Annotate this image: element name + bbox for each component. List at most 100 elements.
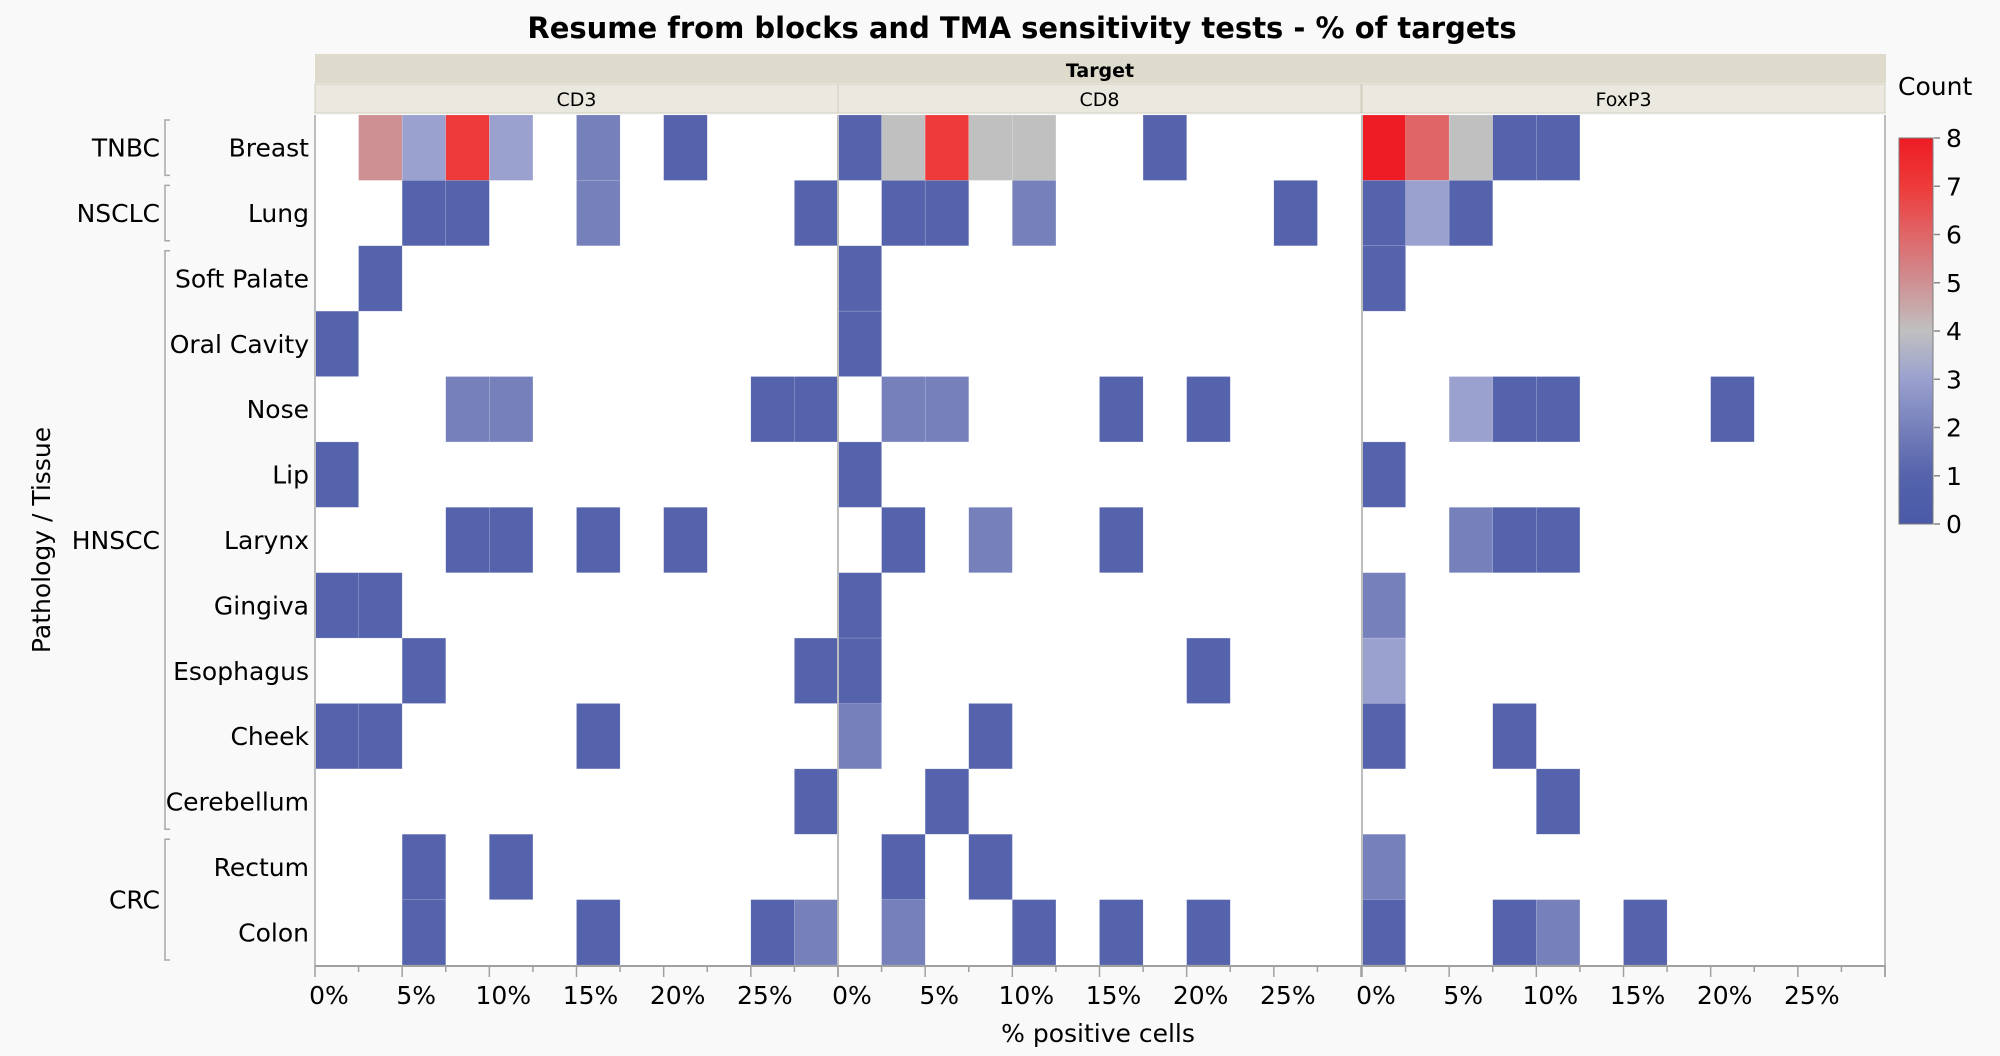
heatmap-cell: FoxP3 / Cheek / 7.5-10%: 1: [1492, 703, 1537, 770]
heatmap-cell: FoxP3 / Breast / 10-12.5%: 1: [1536, 114, 1581, 181]
legend-title: Count: [1898, 72, 1972, 101]
row-label-tissue: Esophagus: [173, 657, 309, 686]
heatmap-cell: FoxP3 / Lip / 0-2.5%: 1: [1361, 441, 1406, 508]
row-label-tissue: Cheek: [230, 722, 309, 751]
panel-cd8: CD8 / Breast / 0-2.5%: 1CD8 / Breast / 2…: [837, 114, 1361, 966]
heatmap-cell: CD8 / Lung / 25-27.5%: 1: [1273, 180, 1318, 247]
heatmap-cell: CD3 / Larynx / 20-22.5%: 1: [663, 507, 708, 573]
x-tick-label: 25%: [1260, 981, 1316, 1010]
heatmap-cell: CD3 / Breast / 2.5-5%: 5: [358, 114, 403, 181]
row-label-group: HNSCC: [72, 526, 160, 555]
heatmap-cell: CD8 / Breast / 0-2.5%: 1: [837, 114, 882, 181]
heatmap-cell: CD8 / Esophagus / 20-22.5%: 1: [1186, 637, 1231, 704]
heatmap-cell: CD3 / Lip / 0-2.5%: 1: [314, 441, 359, 508]
heatmap-cell: FoxP3 / Gingiva / 0-2.5%: 2: [1361, 572, 1406, 639]
row-label-tissue: Lip: [272, 461, 309, 490]
x-tick-label: 0%: [1356, 981, 1396, 1010]
heatmap-cell: CD8 / Nose / 15-17.5%: 1: [1099, 376, 1144, 443]
heatmap-cell: CD3 / Cheek / 15-17.5%: 1: [576, 703, 621, 770]
heatmap-cell: CD3 / Larynx / 10-12.5%: 1: [489, 507, 534, 573]
x-tick-label: 0%: [309, 981, 349, 1010]
heatmap-cell: CD3 / Rectum / 10-12.5%: 1: [489, 833, 534, 900]
facet-header-label: Target: [1066, 60, 1134, 82]
row-label-group: TNBC: [91, 134, 160, 163]
heatmap-cell: CD8 / Larynx / 2.5-5%: 1: [881, 507, 926, 573]
x-tick-label: 0%: [832, 981, 872, 1010]
row-label-tissue: Lung: [248, 199, 309, 228]
heatmap-cell: FoxP3 / Soft Palate / 0-2.5%: 1: [1361, 245, 1406, 312]
facet-strips: Target CD3 CD8 FoxP3: [314, 54, 1886, 114]
heatmap-cell: CD8 / Oral Cavity / 0-2.5%: 1: [837, 310, 882, 377]
group-bracket: [164, 838, 170, 961]
heatmap-cell: CD8 / Soft Palate / 0-2.5%: 1: [837, 245, 882, 312]
x-tick-label: 10%: [476, 981, 532, 1010]
heatmap-cell: CD8 / Breast / 7.5-10%: 4: [968, 114, 1013, 181]
heatmap-cell: CD3 / Rectum / 5-7.5%: 1: [401, 833, 446, 900]
heatmap-cell: FoxP3 / Colon / 10-12.5%: 2: [1536, 899, 1581, 966]
y-axis-title: Pathology / Tissue: [27, 427, 56, 653]
color-legend: Count 0 1 2 3 4 5 6 7 8: [1898, 72, 1972, 539]
heatmap-cell: CD8 / Lung / 5-7.5%: 1: [924, 180, 970, 247]
group-bracket: [164, 184, 170, 242]
heatmap-cell: CD8 / Cerebellum / 5-7.5%: 1: [924, 768, 970, 835]
heatmap-cell: CD3 / Breast / 10-12.5%: 3: [489, 114, 534, 181]
row-label-tissue: Cerebellum: [166, 788, 309, 817]
heatmap-cell: FoxP3 / Breast / 7.5-10%: 1: [1492, 114, 1537, 181]
row-label-tissue: Gingiva: [214, 591, 309, 620]
facet-strip-label-cd3: CD3: [557, 89, 597, 111]
heatmap-cell: CD3 / Cheek / 2.5-5%: 1: [358, 703, 403, 770]
heatmap-cell: CD8 / Breast / 17.5-20%: 1: [1142, 114, 1187, 181]
row-label-tissue: Soft Palate: [175, 264, 309, 293]
heatmap-cell: FoxP3 / Lung / 2.5-5%: 3: [1405, 180, 1450, 247]
x-tick-label: 20%: [650, 981, 706, 1010]
row-label-group: CRC: [109, 886, 160, 915]
x-tick-label: 15%: [1086, 981, 1142, 1010]
group-bracket: [164, 250, 170, 830]
heatmap-cell: CD3 / Colon / 27.5-30%: 2: [794, 899, 839, 966]
row-label-group: NSCLC: [77, 199, 160, 228]
heatmap-cell: CD8 / Lip / 0-2.5%: 1: [837, 441, 882, 508]
facet-header-background: [315, 54, 1886, 83]
heatmap-cell: CD8 / Cheek / 0-2.5%: 2: [837, 703, 882, 770]
row-label-tissue: Oral Cavity: [170, 330, 309, 359]
heatmap-cell: CD3 / Breast / 7.5-10%: 7: [445, 114, 490, 181]
heatmap-cell: FoxP3 / Larynx / 7.5-10%: 1: [1492, 507, 1537, 573]
heatmap-cell: FoxP3 / Breast / 5-7.5%: 4: [1448, 114, 1493, 181]
heatmap-cell: CD8 / Colon / 10-12.5%: 1: [1012, 899, 1057, 966]
facet-strip-cd3: [314, 83, 839, 114]
heatmap-cell: FoxP3 / Colon / 7.5-10%: 1: [1492, 899, 1537, 966]
heatmap-cell: CD8 / Rectum / 7.5-10%: 1: [968, 833, 1013, 900]
heatmap-cell: CD3 / Larynx / 15-17.5%: 1: [576, 507, 621, 573]
heatmap-cell: FoxP3 / Nose / 10-12.5%: 1: [1536, 376, 1581, 443]
heatmap-cell: FoxP3 / Nose / 5-7.5%: 3: [1448, 376, 1493, 443]
heatmap-cell: FoxP3 / Colon / 0-2.5%: 1: [1361, 899, 1406, 966]
legend-tick-label: 4: [1946, 317, 1962, 346]
heatmap-cell: CD3 / Soft Palate / 2.5-5%: 1: [358, 245, 403, 312]
legend-tick-label: 7: [1946, 172, 1962, 201]
heatmap-cell: FoxP3 / Lung / 5-7.5%: 1: [1448, 180, 1493, 247]
heatmap-cell: FoxP3 / Breast / 0-2.5%: 8: [1361, 114, 1406, 181]
facet-strip-label-cd8: CD8: [1080, 89, 1120, 111]
heatmap-cell: CD3 / Breast / 15-17.5%: 2: [576, 114, 621, 181]
heatmap-cell: CD3 / Lung / 7.5-10%: 1: [445, 180, 490, 247]
heatmap-cell: CD3 / Nose / 7.5-10%: 2: [445, 376, 490, 443]
heatmap-cell: CD8 / Lung / 10-12.5%: 2: [1012, 180, 1057, 247]
x-tick-label: 10%: [1523, 981, 1579, 1010]
heatmap-cell: CD8 / Larynx / 7.5-10%: 2: [968, 507, 1013, 573]
heatmap-cell: CD3 / Lung / 15-17.5%: 2: [576, 180, 621, 247]
heatmap-cell: CD8 / Nose / 2.5-5%: 2: [881, 376, 926, 443]
x-tick-label: 20%: [1697, 981, 1753, 1010]
row-label-tissue: Rectum: [214, 853, 309, 882]
heatmap-cell: CD8 / Esophagus / 0-2.5%: 1: [837, 637, 882, 704]
legend-tick-label: 5: [1946, 269, 1962, 298]
heatmap-cell: CD3 / Cheek / 0-2.5%: 1: [314, 703, 359, 770]
heatmap-cell: CD3 / Colon / 25-27.5%: 1: [750, 899, 795, 966]
row-labels: Breast Lung Soft Palate Oral Cavity Nose Lip L…: [72, 119, 310, 961]
legend-colorbar: [1898, 137, 1934, 525]
x-tick-label: 5%: [1443, 981, 1483, 1010]
heatmap-cell: CD3 / Colon / 15-17.5%: 1: [576, 899, 621, 966]
heatmap-cell: FoxP3 / Cheek / 0-2.5%: 1: [1361, 703, 1406, 770]
heatmap-cell: FoxP3 / Nose / 7.5-10%: 1: [1492, 376, 1537, 443]
heatmap-cell: CD8 / Breast / 10-12.5%: 4: [1012, 114, 1057, 181]
